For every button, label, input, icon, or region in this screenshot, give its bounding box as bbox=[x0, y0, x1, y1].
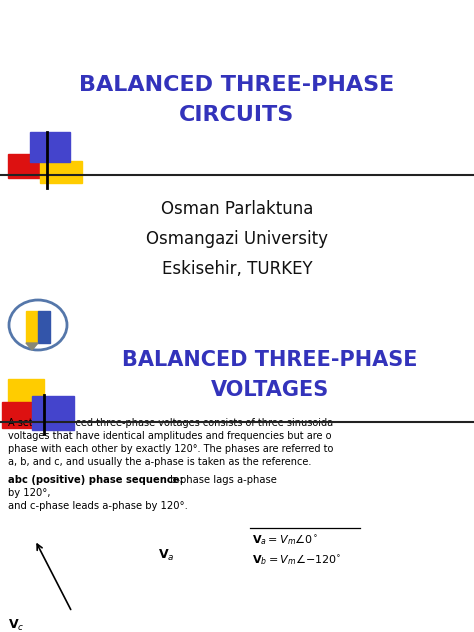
Text: Osmangazi University: Osmangazi University bbox=[146, 230, 328, 248]
Text: $\mathbf{V}_b = V_m\angle{-120^{\circ}}$: $\mathbf{V}_b = V_m\angle{-120^{\circ}}$ bbox=[252, 552, 341, 567]
Text: $\mathbf{V}_a$: $\mathbf{V}_a$ bbox=[158, 548, 174, 563]
Bar bbox=[8, 154, 46, 178]
Text: phase with each other by exactly 120°. The phases are referred to: phase with each other by exactly 120°. T… bbox=[8, 444, 333, 454]
Bar bbox=[32, 396, 74, 430]
Text: a, b, and c, and usually the a-phase is taken as the reference.: a, b, and c, and usually the a-phase is … bbox=[8, 457, 311, 467]
Text: and c-phase leads a-phase by 120°.: and c-phase leads a-phase by 120°. bbox=[8, 501, 188, 511]
Text: b-phase lags a-phase: b-phase lags a-phase bbox=[167, 475, 277, 485]
Bar bbox=[30, 132, 70, 162]
Bar bbox=[2, 402, 40, 428]
Text: $\mathbf{V}_a = V_m\angle 0^{\circ}$: $\mathbf{V}_a = V_m\angle 0^{\circ}$ bbox=[252, 532, 318, 547]
Text: VOLTAGES: VOLTAGES bbox=[211, 380, 329, 400]
Bar bbox=[26, 311, 38, 343]
Polygon shape bbox=[26, 343, 38, 350]
Text: BALANCED THREE-PHASE: BALANCED THREE-PHASE bbox=[122, 350, 418, 370]
Text: abc (positive) phase sequence:: abc (positive) phase sequence: bbox=[8, 475, 183, 485]
Bar bbox=[40, 161, 82, 183]
Text: Eskisehir, TURKEY: Eskisehir, TURKEY bbox=[162, 260, 312, 278]
Text: CIRCUITS: CIRCUITS bbox=[179, 105, 295, 125]
Text: BALANCED THREE-PHASE: BALANCED THREE-PHASE bbox=[79, 75, 395, 95]
Bar bbox=[38, 311, 50, 343]
Text: voltages that have identical amplitudes and frequencies but are o: voltages that have identical amplitudes … bbox=[8, 431, 331, 441]
Text: by 120°,: by 120°, bbox=[8, 488, 51, 498]
Text: $\mathbf{V}_c$: $\mathbf{V}_c$ bbox=[8, 618, 25, 632]
Bar bbox=[8, 379, 44, 405]
Text: Osman Parlaktuna: Osman Parlaktuna bbox=[161, 200, 313, 218]
Text: A set of balanced three-phase voltages consists of three sinusoida: A set of balanced three-phase voltages c… bbox=[8, 418, 333, 428]
